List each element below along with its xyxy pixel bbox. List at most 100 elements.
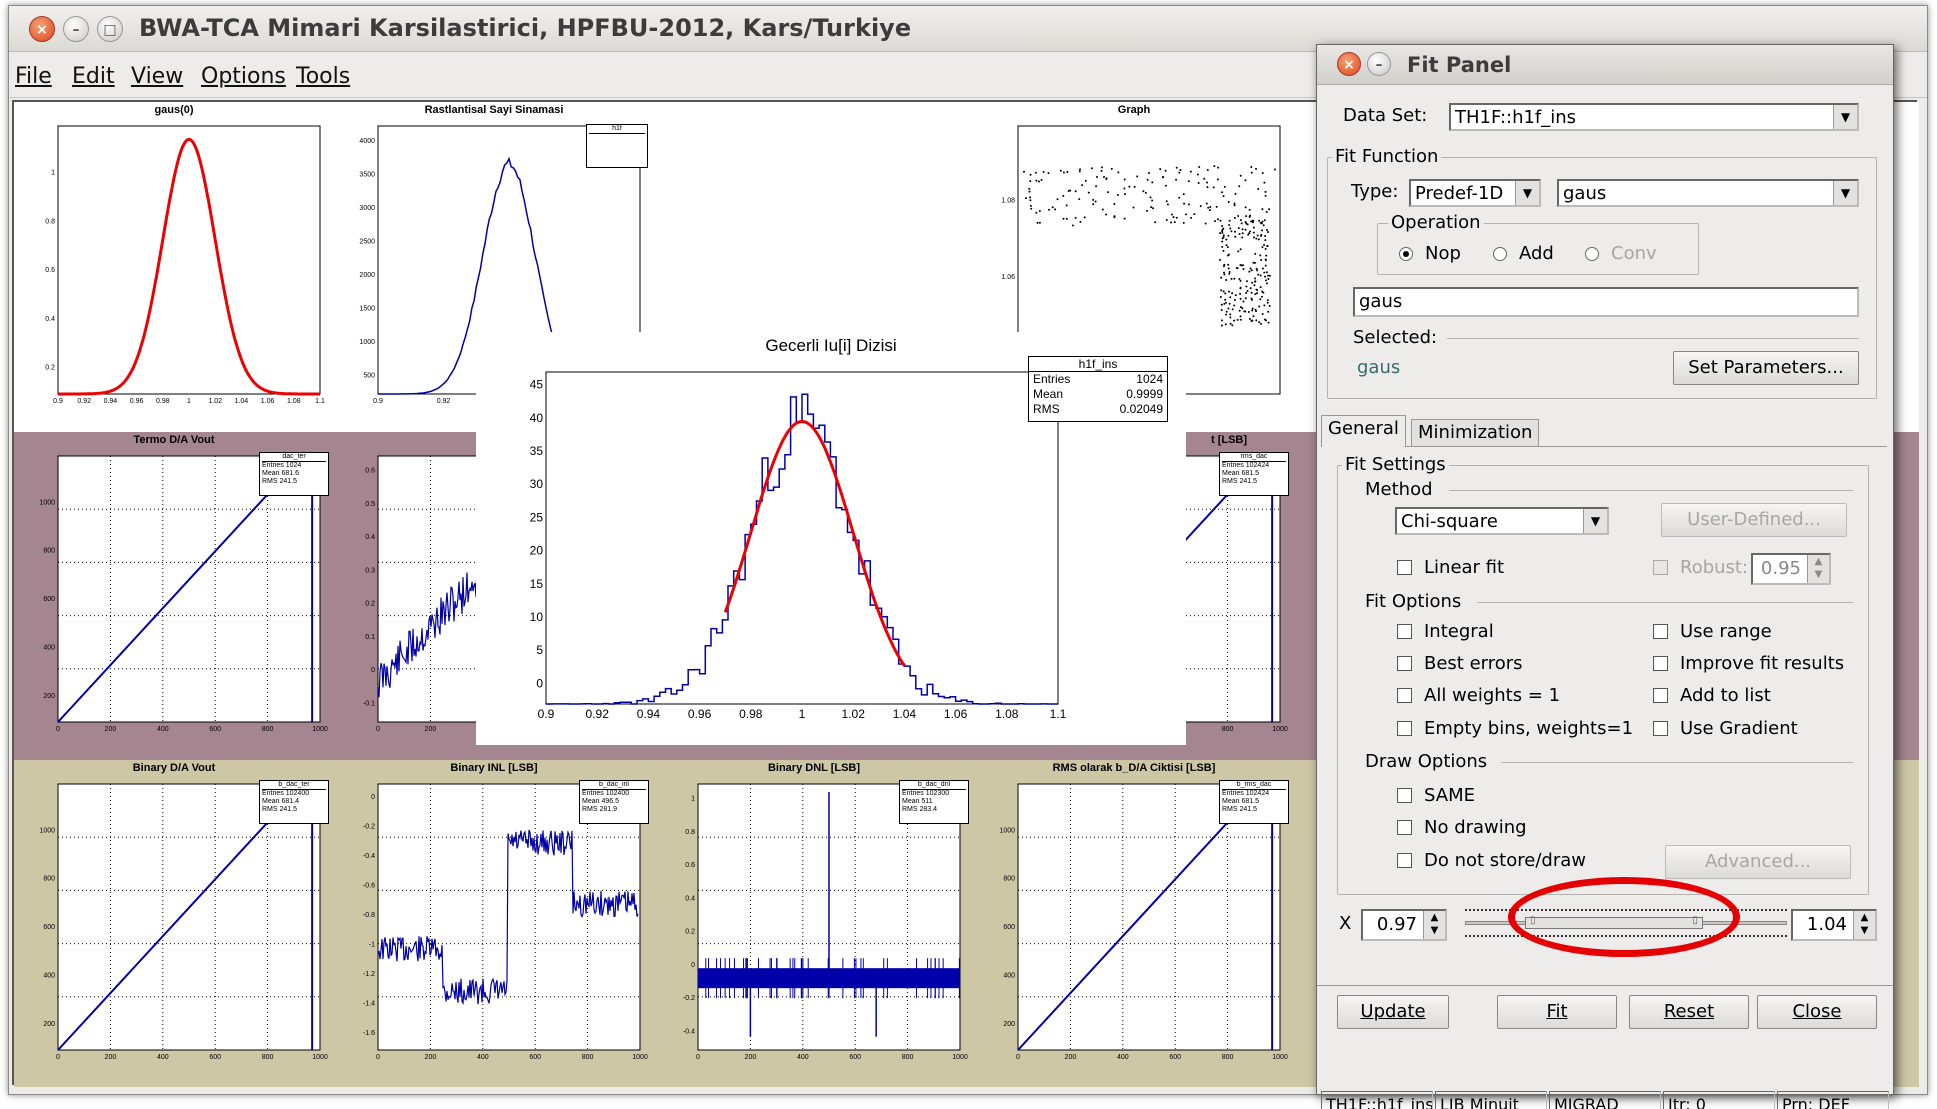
- type-combo[interactable]: Predef-1D ▼: [1409, 179, 1541, 207]
- close-button[interactable]: Close: [1757, 995, 1877, 1029]
- data-point: [1083, 216, 1086, 219]
- x-tick-label: 0: [1016, 1054, 1020, 1061]
- main-titlebar[interactable]: × – □ BWA-TCA Mimari Karsilastirici, HPF…: [9, 6, 1927, 52]
- no-drawing-checkbox[interactable]: No drawing: [1397, 817, 1527, 838]
- set-parameters-button[interactable]: Set Parameters...: [1673, 351, 1859, 385]
- chevron-down-icon[interactable]: ▼: [1583, 509, 1607, 533]
- update-button[interactable]: Update: [1337, 995, 1449, 1029]
- data-point: [1037, 180, 1040, 183]
- binary-inl-plot: 0 -0.2 -0.4 -0.6 -0.8 -1 -1.2 -1.4 -1.6 0 200 400 60…: [363, 783, 648, 1061]
- data-point: [1221, 225, 1224, 228]
- binary-rms-plot: 1000 800 600 400 200 0 200 400 600 800 1000: [999, 783, 1288, 1061]
- formula-field[interactable]: gaus: [1353, 287, 1859, 317]
- data-point: [1178, 171, 1181, 174]
- close-icon[interactable]: ×: [1337, 52, 1361, 76]
- chevron-down-icon[interactable]: ▼: [1833, 105, 1857, 129]
- checkbox-icon: [1653, 560, 1668, 575]
- op-add-radio[interactable]: Add: [1493, 243, 1554, 264]
- spin-arrows-icon[interactable]: ▲ ▼: [1853, 911, 1875, 939]
- empty-bins-checkbox[interactable]: Empty bins, weights=1: [1397, 718, 1633, 739]
- data-point: [1150, 206, 1153, 209]
- data-point: [1252, 219, 1255, 222]
- same-checkbox[interactable]: SAME: [1397, 785, 1475, 806]
- use-gradient-checkbox[interactable]: Use Gradient: [1653, 718, 1798, 739]
- spin-arrows-icon[interactable]: ▲ ▼: [1423, 911, 1445, 939]
- data-point: [1262, 291, 1265, 294]
- add-to-list-checkbox[interactable]: Add to list: [1653, 685, 1771, 706]
- operation-group: Operation: [1377, 212, 1699, 275]
- improve-fit-checkbox[interactable]: Improve fit results: [1653, 653, 1844, 674]
- fit-button[interactable]: Fit: [1497, 995, 1617, 1029]
- function-combo[interactable]: gaus ▼: [1557, 179, 1859, 207]
- data-point: [1255, 267, 1258, 270]
- data-point: [1239, 315, 1242, 318]
- reset-button[interactable]: Reset: [1629, 995, 1749, 1029]
- data-point: [1214, 220, 1217, 223]
- all-weights-checkbox[interactable]: All weights = 1: [1397, 685, 1560, 706]
- menu-tools[interactable]: Tools: [296, 64, 351, 89]
- op-conv-radio[interactable]: Conv: [1585, 243, 1657, 264]
- menu-file[interactable]: File: [15, 64, 52, 89]
- pad-binary-inl[interactable]: Binary INL [LSB] 0 -0.2 -0.4 -0.6 -0.8 -1 -1.2…: [334, 760, 654, 1087]
- x-tick-label: 800: [262, 726, 274, 733]
- menu-edit[interactable]: Edit: [72, 64, 115, 89]
- data-point: [1090, 167, 1093, 170]
- data-point: [1216, 218, 1219, 221]
- method-value: Chi-square: [1401, 511, 1498, 532]
- best-errors-checkbox[interactable]: Best errors: [1397, 653, 1523, 674]
- y-tick-label: 200: [43, 1021, 55, 1028]
- pad-binary-vout[interactable]: Binary D/A Vout 1000 800 600 400 200 0 200 400 6…: [14, 760, 334, 1087]
- data-point: [1030, 207, 1033, 210]
- user-defined-button[interactable]: User-Defined...: [1661, 503, 1847, 537]
- method-combo[interactable]: Chi-square ▼: [1395, 507, 1609, 535]
- use-range-checkbox[interactable]: Use range: [1653, 621, 1772, 642]
- pad-binary-rms[interactable]: RMS olarak b_D/A Ciktisi [LSB] 1000 800 60…: [974, 760, 1294, 1087]
- y-tick-label: -0.1: [363, 700, 375, 707]
- pad-binary-dnl[interactable]: Binary DNL [LSB] 1 0.8 0.6 0.4 0.2 0 -0.2 -0.4 0…: [654, 760, 974, 1087]
- y-tick-label: 5: [536, 643, 543, 657]
- menu-view[interactable]: View: [131, 64, 184, 89]
- pad-termo-vout[interactable]: Termo D/A Vout 1000 800 600 400 200 0 200 400 60…: [14, 432, 334, 760]
- minimize-icon[interactable]: –: [1367, 52, 1391, 76]
- maximize-icon[interactable]: □: [97, 16, 123, 42]
- y-tick-label: 200: [1003, 1021, 1015, 1028]
- do-not-store-checkbox[interactable]: Do not store/draw: [1397, 850, 1586, 871]
- advanced-button[interactable]: Advanced...: [1665, 845, 1851, 879]
- pad-gaus[interactable]: gaus(0) 1 0.8 0.6 0.4 0.2 0.9 0.92 0.94 0.96 0.98…: [14, 102, 334, 432]
- linear-fit-checkbox[interactable]: Linear fit: [1397, 557, 1504, 578]
- spin-arrows-icon[interactable]: ▲ ▼: [1807, 555, 1829, 583]
- chevron-down-icon[interactable]: ▼: [1515, 181, 1539, 205]
- menu-options[interactable]: Options: [201, 64, 286, 89]
- robust-spinner[interactable]: 0.95 ▲ ▼: [1751, 553, 1831, 585]
- tab-general[interactable]: General: [1321, 415, 1406, 447]
- y-tick-label: 600: [43, 924, 55, 931]
- fit-histogram-pad[interactable]: Gecerli Iu[i] Dizisi 45 40 35 30 25 20 15 10 5 0 0…: [476, 332, 1186, 745]
- minimize-icon[interactable]: –: [63, 16, 89, 42]
- data-point: [1259, 221, 1262, 224]
- data-set-combo[interactable]: TH1F::h1f_ins ▼: [1449, 103, 1859, 131]
- integral-checkbox[interactable]: Integral: [1397, 621, 1494, 642]
- y-tick-label: 4000: [359, 138, 375, 145]
- type-value: Predef-1D: [1415, 183, 1504, 204]
- robust-checkbox[interactable]: Robust:: [1653, 557, 1748, 578]
- data-point: [1255, 319, 1258, 322]
- data-point: [1264, 248, 1267, 251]
- data-point: [1251, 309, 1254, 312]
- data-point: [1219, 258, 1222, 261]
- data-point: [1187, 180, 1190, 183]
- range-min-spinner[interactable]: 0.97 ▲ ▼: [1361, 909, 1447, 941]
- y-tick-label: 400: [43, 644, 55, 651]
- data-point: [1144, 191, 1147, 194]
- tab-minimization[interactable]: Minimization: [1411, 419, 1540, 447]
- data-point: [1206, 169, 1209, 172]
- fit-panel-titlebar[interactable]: × – Fit Panel: [1317, 45, 1893, 85]
- data-point: [1263, 219, 1266, 222]
- data-point: [1225, 279, 1228, 282]
- op-nop-radio[interactable]: Nop: [1399, 243, 1461, 264]
- data-point: [1229, 316, 1232, 319]
- close-icon[interactable]: ×: [29, 16, 55, 42]
- chevron-down-icon[interactable]: ▼: [1833, 181, 1857, 205]
- range-max-spinner[interactable]: 1.04 ▲ ▼: [1791, 909, 1877, 941]
- x-tick-label: 200: [1065, 1054, 1077, 1061]
- y-tick-label: 0.4: [365, 534, 375, 541]
